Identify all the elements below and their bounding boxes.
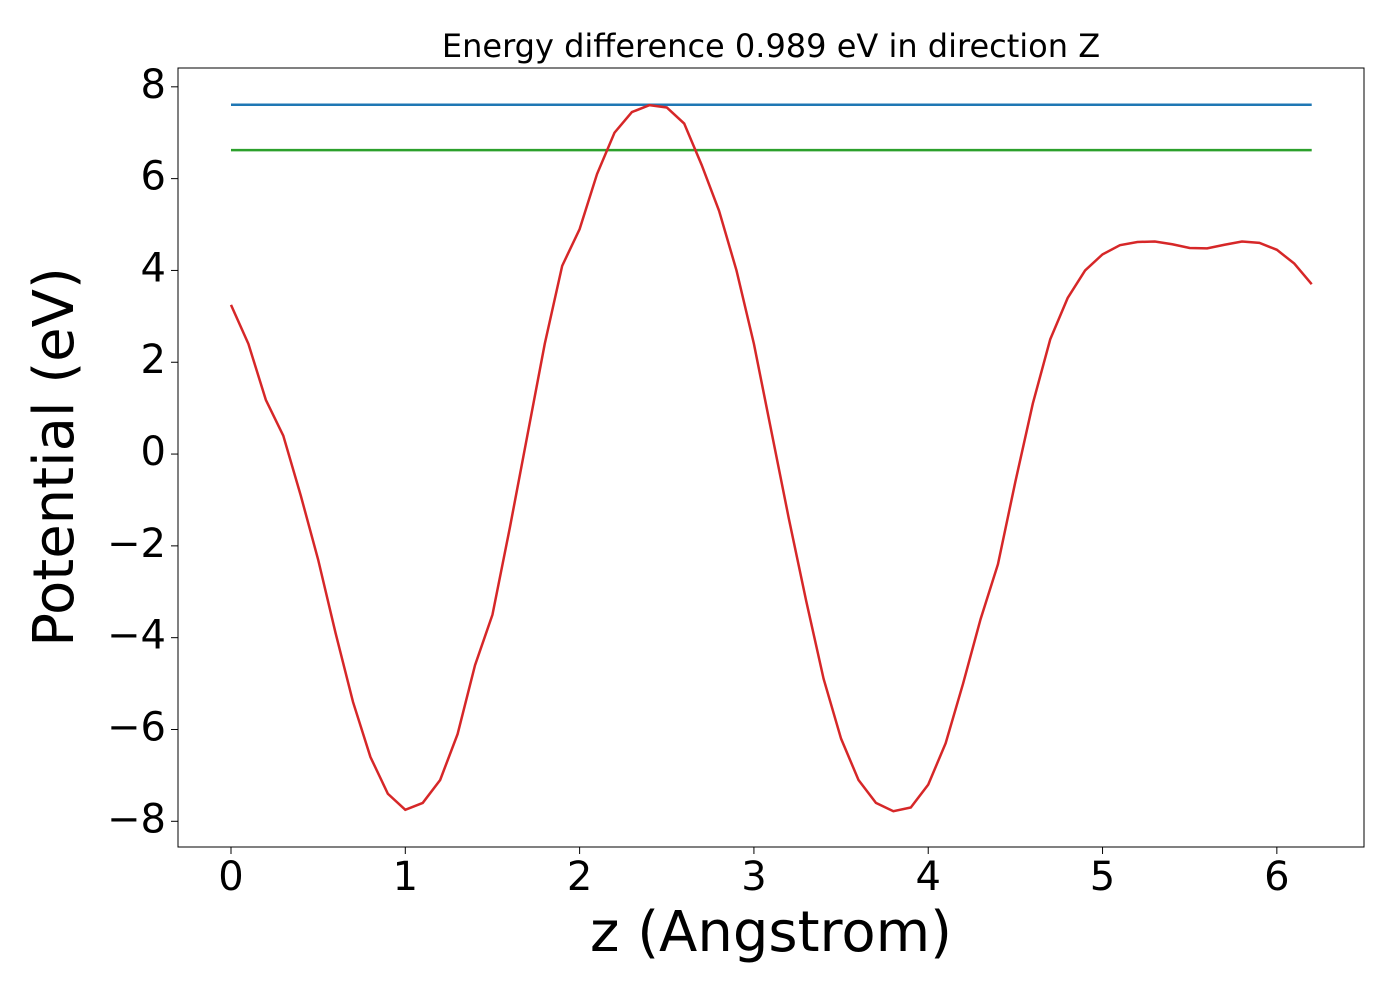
series-line — [229, 103, 1313, 813]
y-tick-label: −4 — [107, 613, 166, 659]
y-axis-label: Potential (eV) — [22, 267, 87, 647]
y-tick-label: 6 — [141, 154, 166, 200]
chart-title: Energy difference 0.989 eV in direction … — [442, 27, 1100, 65]
y-tick-label: −2 — [107, 521, 166, 567]
x-axis-label: z (Angstrom) — [590, 900, 952, 965]
x-tick-label: 5 — [1090, 854, 1115, 900]
x-tick-label: 4 — [916, 854, 941, 900]
x-tick-label: 6 — [1264, 854, 1289, 900]
x-tick-label: 3 — [741, 854, 766, 900]
x-tick-label: 0 — [218, 854, 243, 900]
y-tick-label: −6 — [107, 704, 166, 750]
x-tick-label: 2 — [567, 854, 592, 900]
x-tick-label: 1 — [393, 854, 418, 900]
y-tick-label: 2 — [141, 337, 166, 383]
y-tick-label: 0 — [141, 429, 166, 475]
y-tick-label: −8 — [107, 796, 166, 842]
y-tick-label: 8 — [141, 62, 166, 108]
plot-frame — [177, 67, 1365, 848]
y-tick-label: 4 — [141, 245, 166, 291]
